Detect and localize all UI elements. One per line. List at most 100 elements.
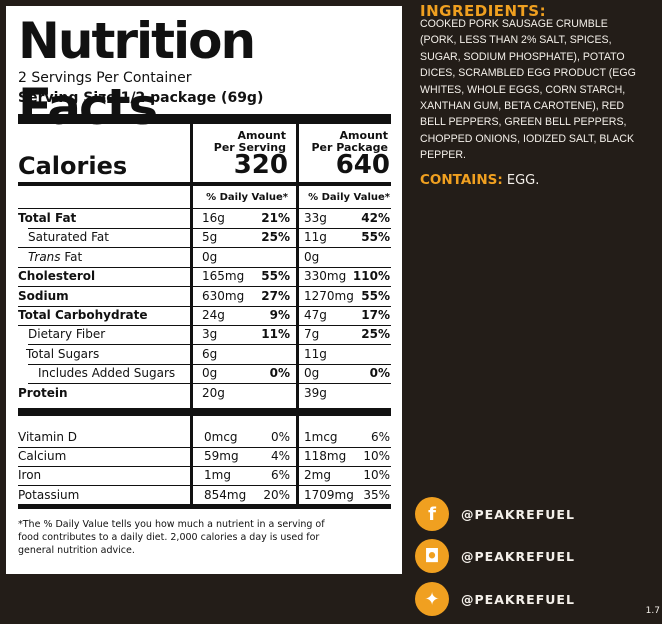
per-package-header-line1: Amount — [339, 129, 388, 142]
nutrition-facts-panel: Nutrition Facts 2 Servings Per Container… — [6, 6, 402, 574]
per-package-dv: 17% — [361, 308, 390, 322]
per-serving-amount: 0g — [202, 366, 218, 381]
footnote-divider — [18, 504, 391, 509]
vitamin-per-serving: 854mg — [204, 487, 247, 502]
vitamin-label: Vitamin D — [18, 430, 78, 444]
calories-divider — [18, 182, 391, 186]
vitamin-per-serving: 1mg — [204, 468, 231, 483]
per-serving-header-line2: Per Serving — [213, 141, 286, 154]
vitamin-label: Calcium — [18, 449, 67, 464]
vitamin-per-package: 2mg — [304, 468, 331, 483]
per-serving-header-line1: Amount — [237, 129, 286, 142]
vitamin-per-package: 1709mg — [304, 487, 354, 502]
nutrient-label: Protein — [18, 385, 68, 400]
per-serving-amount: 0g — [202, 249, 218, 264]
vitamin-per-package: 118mg — [304, 449, 347, 464]
social-facebook[interactable]: f @PEAKREFUEL — [415, 497, 575, 531]
per-serving-amount: 630mg — [202, 288, 245, 303]
dv-header-divider — [18, 208, 391, 209]
calories-per-serving: 320 — [233, 150, 288, 180]
per-package-dv: 25% — [361, 327, 390, 342]
column-divider — [190, 124, 193, 504]
calories-label: Calories — [18, 152, 128, 180]
facebook-icon[interactable]: f — [415, 497, 449, 531]
per-serving-dv: 21% — [261, 211, 290, 225]
column-divider — [296, 124, 299, 504]
per-serving-dv: 27% — [261, 288, 290, 303]
servings-per-container: 2 Servings Per Container — [18, 70, 192, 86]
twitter-handle[interactable]: @PEAKREFUEL — [461, 591, 575, 607]
vitamin-per-package-dv: 35% — [363, 487, 390, 502]
row-divider — [28, 363, 391, 365]
nutrient-label: Total Fat — [18, 211, 77, 225]
dv-header-serving: % Daily Value* — [206, 192, 288, 203]
social-instagram[interactable]: ◘ @PEAKREFUEL — [415, 539, 575, 573]
row-divider — [18, 485, 391, 487]
thick-divider — [18, 114, 391, 124]
per-package-amount: 0g — [304, 249, 320, 264]
per-package-amount: 11g — [304, 230, 327, 245]
per-serving-amount: 20g — [202, 385, 225, 400]
nutrition-facts-title: Nutrition Facts — [18, 12, 256, 136]
vitamin-per-package-dv: 10% — [363, 468, 390, 483]
nutrient-label: Includes Added Sugars — [38, 366, 176, 381]
per-package-amount: 33g — [304, 211, 327, 225]
twitter-icon[interactable]: ✦ — [415, 582, 449, 616]
per-serving-dv: 9% — [269, 308, 290, 322]
instagram-icon[interactable]: ◘ — [415, 539, 449, 573]
per-serving-amount: 5g — [202, 230, 218, 245]
row-divider — [18, 466, 391, 468]
row-divider — [18, 266, 391, 268]
nutrient-label: Total Sugars — [26, 346, 100, 361]
vitamin-per-serving-dv: 6% — [270, 468, 290, 483]
per-package-amount: 330mg — [304, 269, 347, 284]
per-serving-amount: 165mg — [202, 269, 245, 284]
per-package-header-line2: Per Package — [311, 141, 388, 154]
contains-label: CONTAINS: — [420, 172, 503, 188]
per-package-header: Amount Per Package — [302, 130, 388, 154]
contains-line: CONTAINS: EGG. — [420, 172, 539, 188]
vitamin-per-package-dv: 10% — [363, 449, 390, 464]
per-package-dv: 55% — [361, 288, 390, 303]
vitamin-label: Potassium — [18, 487, 80, 502]
vitamin-label: Iron — [18, 468, 42, 483]
row-divider — [18, 247, 391, 249]
vitamin-per-serving-dv: 20% — [263, 487, 290, 502]
row-divider — [28, 383, 391, 385]
per-serving-amount: 6g — [202, 346, 218, 361]
row-divider — [18, 305, 391, 307]
row-divider — [28, 344, 391, 346]
ingredients-text: COOKED PORK SAUSAGE CRUMBLE (PORK, LESS … — [420, 18, 636, 162]
nutrient-label: Cholesterol — [18, 269, 96, 284]
per-package-dv: 42% — [361, 211, 390, 225]
calories-per-package: 640 — [335, 150, 390, 180]
per-package-dv: 0% — [369, 366, 390, 381]
per-package-amount: 39g — [304, 385, 327, 400]
corner-label: 1.7 — [645, 606, 660, 616]
row-divider — [18, 325, 391, 326]
vitamin-per-serving-dv: 0% — [270, 430, 290, 444]
per-package-amount: 1270mg — [304, 288, 354, 303]
per-package-dv: 110% — [352, 269, 390, 284]
instagram-handle[interactable]: @PEAKREFUEL — [461, 548, 575, 564]
footnote: *The % Daily Value tells you how much a … — [18, 519, 325, 556]
social-twitter[interactable]: ✦ @PEAKREFUEL — [415, 582, 575, 616]
per-package-amount: 47g — [304, 308, 327, 322]
vitamin-per-serving: 0mcg — [204, 430, 238, 444]
per-serving-amount: 24g — [202, 308, 225, 322]
nutrient-label: Dietary Fiber — [28, 327, 106, 342]
per-serving-amount: 3g — [202, 327, 218, 342]
facebook-handle[interactable]: @PEAKREFUEL — [461, 506, 575, 522]
contains-value: EGG. — [506, 173, 540, 188]
per-serving-amount: 16g — [202, 211, 225, 225]
vitamin-divider — [18, 408, 391, 416]
nutrient-label: Sodium — [18, 288, 69, 303]
per-serving-dv: 0% — [269, 366, 290, 381]
per-package-amount: 0g — [304, 366, 320, 381]
row-divider — [18, 286, 391, 288]
serving-size: Serving Size 1/2 package (69g) — [18, 90, 264, 106]
ingredients-heading: INGREDIENTS: — [420, 2, 547, 20]
per-serving-dv: 55% — [261, 269, 290, 284]
per-package-amount: 11g — [304, 346, 327, 361]
dv-header-package: % Daily Value* — [308, 192, 390, 203]
